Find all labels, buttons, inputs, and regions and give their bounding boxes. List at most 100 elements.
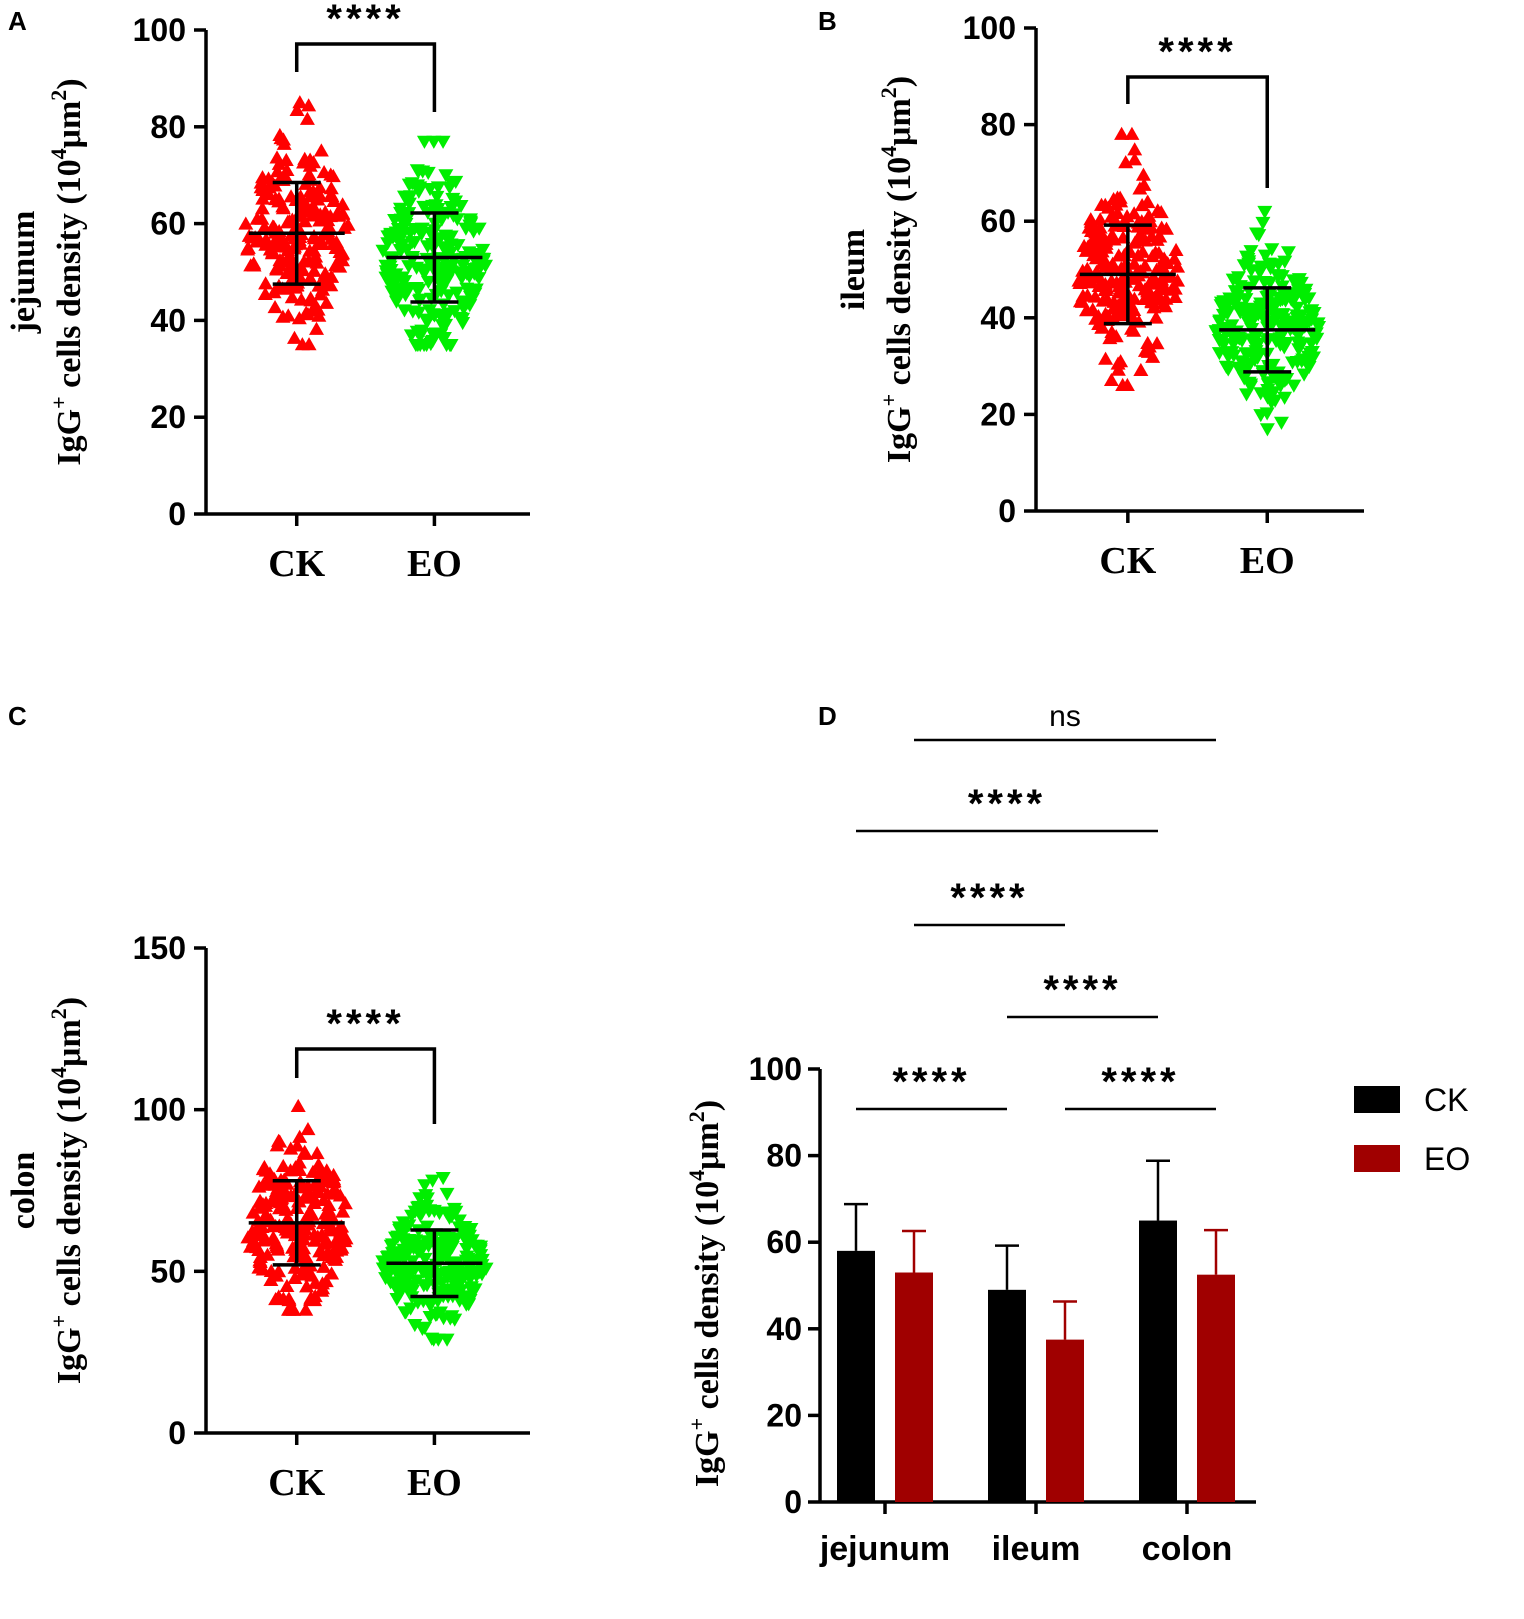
data-point (1306, 307, 1322, 321)
data-point (1252, 300, 1268, 314)
data-point (252, 1254, 268, 1268)
data-point (448, 1205, 464, 1219)
data-point (1091, 316, 1107, 331)
data-point (1080, 271, 1096, 285)
data-point (311, 1157, 327, 1171)
data-point (258, 276, 274, 290)
data-point (1149, 336, 1165, 350)
data-point (1229, 285, 1245, 299)
data-point (1266, 302, 1282, 316)
data-point (434, 213, 450, 227)
y-tick-label: 150 (133, 930, 186, 966)
data-point (462, 213, 478, 227)
data-point (1273, 379, 1289, 393)
data-point (247, 230, 263, 244)
x-tick-label: colon (1142, 1530, 1233, 1568)
data-point (293, 292, 309, 306)
data-point (272, 1194, 288, 1209)
data-point (266, 219, 282, 233)
data-point (462, 1293, 478, 1308)
data-point (1215, 308, 1231, 323)
data-point (438, 1206, 454, 1220)
significance-label: **** (1101, 1060, 1179, 1104)
data-point (313, 143, 329, 157)
data-point (278, 169, 294, 184)
x-tick-label: EO (407, 1462, 462, 1504)
data-point (336, 220, 352, 234)
data-point (459, 1242, 475, 1257)
data-point (263, 1272, 279, 1287)
data-point (299, 111, 315, 125)
legend-label-ck: CK (1424, 1082, 1468, 1118)
data-point (279, 265, 295, 279)
data-point (333, 1242, 349, 1256)
data-point (410, 179, 426, 193)
y-tick-label: 80 (766, 1138, 802, 1174)
data-point (395, 1233, 411, 1247)
data-point (1230, 301, 1246, 315)
y-tick-label: 0 (168, 1415, 186, 1451)
data-point (335, 1204, 351, 1218)
data-point (1149, 288, 1165, 302)
data-point (280, 214, 296, 228)
data-point (240, 242, 256, 256)
y-tick-label: 0 (998, 493, 1016, 529)
data-point (439, 230, 455, 244)
data-point (1124, 126, 1140, 140)
data-point (1243, 245, 1259, 259)
data-point (290, 1098, 306, 1113)
data-point (297, 151, 313, 165)
data-point (243, 258, 259, 272)
data-point (279, 162, 295, 177)
data-point (1255, 216, 1271, 231)
data-point (309, 321, 325, 335)
data-point (301, 253, 317, 267)
data-point (405, 305, 421, 319)
data-point (319, 1163, 335, 1177)
data-point (1092, 212, 1108, 226)
data-point (438, 1250, 454, 1265)
panel-c-scatter: 0 50 100 150 CK EO **** IgG+ cells density (104… (5, 930, 530, 1504)
data-point (314, 1227, 330, 1241)
data-point (403, 190, 419, 204)
data-point (467, 1283, 483, 1297)
data-point (338, 1231, 354, 1245)
data-point (1234, 334, 1250, 348)
data-point (302, 243, 318, 257)
y-tick-label: 40 (150, 302, 186, 338)
data-point (442, 1265, 458, 1279)
data-point (1297, 294, 1313, 308)
data-point (272, 252, 288, 267)
data-point (1263, 262, 1279, 276)
data-point (417, 1179, 433, 1193)
data-point (419, 313, 435, 327)
data-point (406, 236, 422, 250)
data-point (420, 275, 436, 289)
data-point (1170, 259, 1186, 273)
data-point (238, 216, 254, 230)
data-point (422, 1310, 438, 1325)
data-point (287, 280, 303, 294)
data-point (1262, 276, 1278, 290)
data-point (279, 1278, 295, 1293)
data-point (1126, 206, 1142, 220)
significance-bracket (294, 1047, 437, 1124)
x-tick-label: EO (407, 543, 462, 585)
data-point (1126, 323, 1142, 337)
data-point (403, 329, 419, 343)
x-tick-label: CK (268, 543, 325, 585)
data-point (253, 180, 269, 194)
significance-bracket (1126, 75, 1269, 188)
data-point (289, 102, 305, 116)
x-tick-label: CK (268, 1462, 325, 1504)
data-point (403, 1302, 419, 1316)
data-point (1253, 409, 1269, 423)
y-tick-label: 50 (150, 1253, 186, 1289)
data-point (398, 1263, 414, 1277)
data-point (1236, 372, 1252, 386)
region-label: colon (5, 1152, 42, 1230)
data-point (251, 1242, 267, 1256)
data-point (275, 1291, 291, 1305)
data-point (337, 1196, 353, 1210)
data-point (1302, 347, 1318, 361)
